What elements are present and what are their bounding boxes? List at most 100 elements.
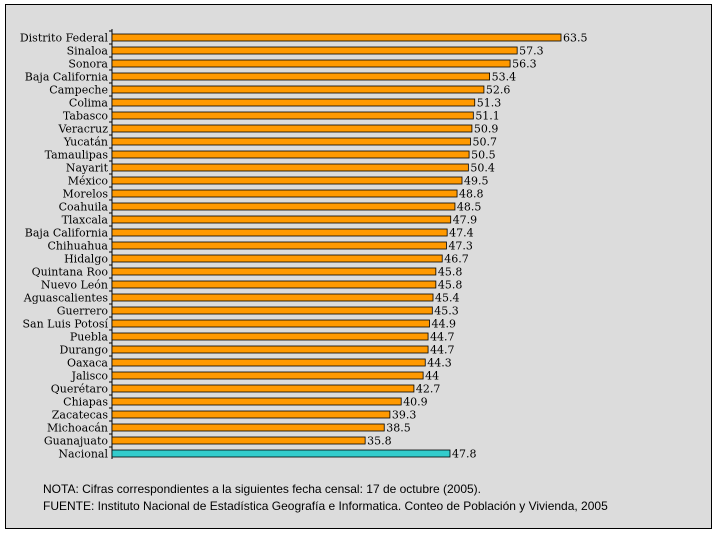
category-label: Guerrero (57, 305, 109, 318)
bar (111, 202, 456, 211)
bar (111, 85, 485, 94)
value-label: 45.3 (434, 305, 459, 318)
bar (111, 176, 463, 185)
bar (111, 267, 437, 276)
bar (111, 72, 490, 81)
bar (111, 98, 476, 107)
bar (111, 163, 469, 172)
category-label: Nayarit (66, 162, 109, 175)
value-label: 48.8 (459, 188, 484, 201)
category-label: Tlaxcala (62, 214, 109, 227)
bar (111, 358, 426, 367)
value-label: 47.3 (448, 240, 473, 253)
category-label: Durango (60, 344, 109, 357)
bar (111, 449, 451, 458)
value-label: 38.5 (386, 422, 411, 435)
category-label: Colima (69, 97, 109, 110)
bar (111, 228, 448, 237)
value-label: 50.9 (474, 123, 499, 136)
category-label: Quintana Roo (32, 266, 109, 279)
value-label: 45.8 (438, 279, 463, 292)
category-label: Yucatán (63, 136, 108, 149)
bar (111, 384, 415, 393)
value-label: 63.5 (563, 32, 588, 45)
category-label: Campeche (49, 84, 108, 97)
value-label: 47.9 (453, 214, 478, 227)
value-label: 42.7 (416, 383, 441, 396)
bar (111, 345, 429, 354)
category-label: Distrito Federal (20, 32, 109, 45)
value-label: 53.4 (492, 71, 516, 84)
bar (111, 111, 474, 120)
bar (111, 254, 443, 263)
bar (111, 189, 458, 198)
value-label: 44.7 (430, 344, 455, 357)
bar (111, 332, 429, 341)
category-label: Sonora (68, 58, 108, 71)
value-label: 56.3 (512, 58, 537, 71)
category-label: Hidalgo (64, 253, 108, 266)
category-label: Zacatecas (52, 409, 109, 422)
category-label: Tamaulipas (45, 149, 109, 162)
category-label: Nuevo León (41, 279, 108, 292)
category-label: Chiapas (63, 396, 108, 409)
category-label: Baja California (25, 227, 109, 240)
value-label: 47.4 (449, 227, 474, 240)
value-label: 44.9 (431, 318, 456, 331)
category-label: México (68, 175, 109, 188)
value-label: 47.8 (452, 448, 477, 461)
value-label: 50.5 (471, 149, 496, 162)
bar (111, 371, 424, 380)
category-label: Nacional (58, 448, 108, 461)
value-label: 45.8 (438, 266, 463, 279)
note-text: NOTA: Cifras correspondientes a la sigui… (43, 482, 482, 496)
category-label: Guanajuato (44, 435, 109, 448)
category-label: Puebla (70, 331, 109, 344)
value-label: 39.3 (392, 409, 417, 422)
bar (111, 319, 430, 328)
bar (111, 150, 470, 159)
value-label: 51.3 (477, 97, 502, 110)
value-label: 50.4 (470, 162, 495, 175)
category-label: Aguascalientes (23, 292, 109, 305)
bar (111, 124, 473, 133)
bar (111, 410, 391, 419)
bar (111, 33, 562, 42)
bar (111, 215, 452, 224)
chart-frame: Distrito Federal 63.5 Sinaloa 57.3 Sonora 56.… (5, 4, 712, 529)
value-label: 44 (425, 370, 439, 383)
value-label: 35.8 (367, 435, 392, 448)
source-text: FUENTE: Instituto Nacional de Estadístic… (43, 499, 608, 513)
value-label: 48.5 (457, 201, 482, 214)
value-label: 49.5 (464, 175, 489, 188)
category-label: Querétaro (51, 383, 109, 396)
value-label: 57.3 (519, 45, 544, 58)
category-label: Morelos (63, 188, 109, 201)
bar (111, 59, 511, 68)
bar-chart: Distrito Federal 63.5 Sinaloa 57.3 Sonora 56.… (20, 29, 588, 461)
bar (111, 436, 366, 445)
bar (111, 280, 437, 289)
bar (111, 306, 433, 315)
category-label: Veracruz (57, 123, 108, 136)
category-label: Michoacán (47, 422, 108, 435)
category-label: Baja California (25, 71, 109, 84)
category-label: Oaxaca (67, 357, 108, 370)
bar (111, 241, 447, 250)
value-label: 44.3 (427, 357, 452, 370)
value-label: 50.7 (472, 136, 497, 149)
category-label: Tabasco (63, 110, 108, 123)
value-label: 44.7 (430, 331, 455, 344)
value-label: 40.9 (403, 396, 428, 409)
value-label: 45.4 (435, 292, 460, 305)
bar (111, 423, 385, 432)
category-label: Coahuila (59, 201, 109, 214)
chart-notes: NOTA: Cifras correspondientes a la sigui… (43, 481, 608, 515)
category-label: Sinaloa (67, 45, 109, 58)
bar (111, 46, 518, 55)
bar (111, 293, 434, 302)
value-label: 46.7 (444, 253, 469, 266)
category-label: San Luis Potosí (22, 318, 108, 331)
value-label: 51.1 (475, 110, 500, 123)
bar (111, 397, 402, 406)
